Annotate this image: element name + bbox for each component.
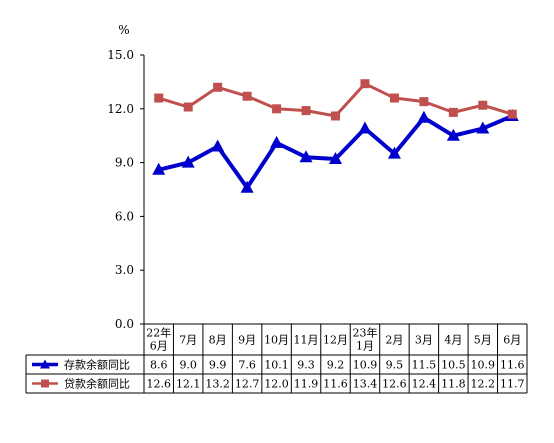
x-tick-label: 9月 <box>238 334 256 347</box>
series-line <box>158 114 514 190</box>
table-value: 10.9 <box>471 359 496 372</box>
data-point <box>387 146 401 159</box>
table-value: 12.7 <box>235 378 260 391</box>
table-value: 12.2 <box>471 378 496 391</box>
data-point <box>329 152 342 165</box>
x-tick-label: 8月 <box>209 334 227 347</box>
x-tick-label: 23年 1月 <box>352 326 377 353</box>
y-tick-label: 0.0 <box>115 317 134 331</box>
legend-series-name: 贷款余额同比 <box>64 377 130 391</box>
x-tick-label-line: 22年 <box>146 326 171 340</box>
table-value: 11.5 <box>412 359 437 372</box>
table-value: 10.5 <box>441 359 466 372</box>
y-tick-label: 9.0 <box>115 156 134 170</box>
y-tick-label: 3.0 <box>115 263 134 277</box>
data-point <box>478 100 488 110</box>
data-point <box>358 121 372 134</box>
series-layer <box>152 79 519 193</box>
x-tick-label: 5月 <box>474 334 492 347</box>
data-point <box>417 110 431 123</box>
table-value: 12.6 <box>382 378 407 391</box>
data-point <box>448 107 458 117</box>
table-value: 9.2 <box>327 359 345 372</box>
data-point <box>213 82 223 92</box>
x-tick-label: 7月 <box>179 334 197 347</box>
x-tick-label: 12月 <box>323 334 348 347</box>
table-value: 9.3 <box>297 359 315 372</box>
x-tick-label: 3月 <box>415 334 433 347</box>
table-value: 9.5 <box>386 359 404 372</box>
table-value: 12.1 <box>176 378 201 391</box>
table-value: 7.6 <box>238 359 256 372</box>
table-value: 11.9 <box>294 378 319 391</box>
x-tick-label-line: 1月 <box>356 340 374 353</box>
series-line <box>158 82 513 118</box>
table-value: 13.4 <box>353 378 378 391</box>
data-point <box>446 128 460 141</box>
data-point <box>389 93 399 103</box>
x-tick-label: 22年 6月 <box>146 326 171 353</box>
table-value: 11.7 <box>500 378 525 391</box>
y-tick-label: 6.0 <box>115 209 134 223</box>
table-value: 12.4 <box>412 378 437 391</box>
data-point <box>476 121 490 134</box>
table-value: 8.6 <box>150 359 168 372</box>
data-point <box>154 93 164 103</box>
y-axis: 0.0 3.0 6.0 9.0 12.0 15.0 <box>107 48 145 331</box>
data-point <box>272 104 282 114</box>
legend-key-marker <box>40 359 50 369</box>
legend-key-marker <box>41 379 49 388</box>
data-point <box>301 106 311 116</box>
x-tick-label: 11月 <box>294 334 319 347</box>
table-value: 11.6 <box>500 359 525 372</box>
x-tick-label: 2月 <box>385 334 403 347</box>
table-value: 12.0 <box>264 378 289 391</box>
data-point <box>242 91 252 101</box>
data-point <box>299 150 313 163</box>
x-tick-label-line: 6月 <box>150 340 168 353</box>
x-tick-label: 4月 <box>444 334 462 347</box>
data-point <box>152 162 166 175</box>
y-tick-label: 15.0 <box>107 48 134 62</box>
x-tick-label-line: 23年 <box>352 326 377 340</box>
data-point <box>419 97 429 107</box>
legend-series-name: 存款余额同比 <box>64 358 130 372</box>
table-value: 9.0 <box>179 359 197 372</box>
data-point <box>360 79 370 89</box>
table-value: 10.9 <box>353 359 378 372</box>
data-point <box>183 102 193 112</box>
data-point <box>181 155 195 168</box>
y-unit-label: % <box>118 23 129 37</box>
y-tick-label: 12.0 <box>107 102 134 116</box>
table-value: 11.6 <box>323 378 348 391</box>
table-value: 11.8 <box>441 378 466 391</box>
table-value: 13.2 <box>205 378 230 391</box>
table-value: 10.1 <box>264 359 289 372</box>
data-point <box>211 139 225 152</box>
x-tick-label: 6月 <box>503 334 521 347</box>
data-point <box>507 109 517 119</box>
table-value: 12.6 <box>146 378 171 391</box>
x-tick-label: 10月 <box>264 334 289 347</box>
data-point <box>240 180 254 193</box>
data-point <box>331 111 340 121</box>
data-point <box>270 135 284 148</box>
table-value: 9.9 <box>209 359 227 372</box>
